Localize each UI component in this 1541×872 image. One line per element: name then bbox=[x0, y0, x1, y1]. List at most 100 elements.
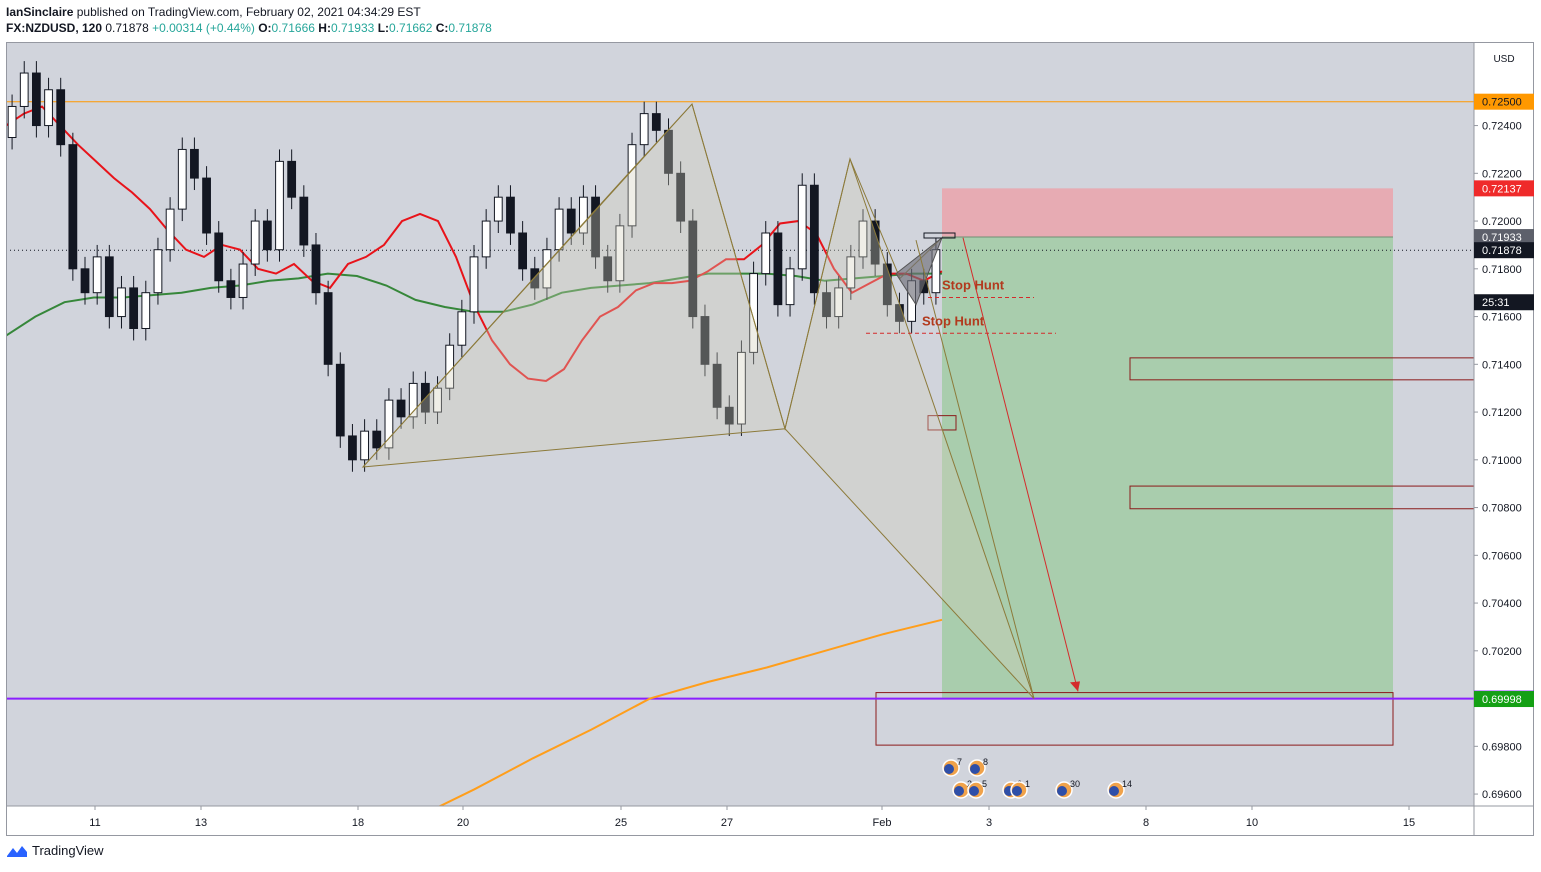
candle[interactable] bbox=[262, 209, 272, 262]
candle[interactable] bbox=[238, 252, 248, 310]
candle[interactable] bbox=[299, 185, 309, 257]
price-badge[interactable]: 0.72500 bbox=[1474, 93, 1534, 110]
zone-box-3[interactable] bbox=[875, 692, 1394, 746]
candle[interactable] bbox=[457, 299, 467, 358]
price-axis[interactable] bbox=[1474, 42, 1534, 836]
candle-body bbox=[809, 184, 819, 294]
candle[interactable] bbox=[749, 261, 758, 365]
y-tick-label: 0.69600 bbox=[1482, 789, 1522, 801]
candle[interactable] bbox=[530, 256, 540, 300]
candle[interactable] bbox=[226, 268, 236, 310]
event-marker[interactable]: 1 bbox=[1010, 779, 1030, 799]
time-axis[interactable] bbox=[6, 806, 1474, 836]
candle[interactable] bbox=[822, 280, 831, 329]
candle[interactable] bbox=[518, 221, 528, 281]
stop-hunt-label-2[interactable]: Stop Hunt bbox=[922, 313, 985, 328]
candle[interactable] bbox=[724, 395, 734, 436]
candle-body bbox=[177, 148, 187, 210]
brand-name[interactable]: TradingView bbox=[32, 843, 104, 858]
candle[interactable] bbox=[117, 275, 126, 329]
candle[interactable] bbox=[68, 132, 78, 281]
candle[interactable] bbox=[92, 244, 102, 305]
candle[interactable] bbox=[7, 94, 17, 150]
candle[interactable] bbox=[44, 77, 53, 138]
candle[interactable] bbox=[591, 185, 600, 269]
candle[interactable] bbox=[214, 221, 224, 293]
candle[interactable] bbox=[809, 173, 819, 305]
candle[interactable] bbox=[579, 185, 588, 245]
candle[interactable] bbox=[323, 280, 333, 377]
candle[interactable] bbox=[506, 185, 515, 245]
entry-marker[interactable] bbox=[923, 232, 956, 239]
candle[interactable] bbox=[360, 419, 369, 472]
flag-icon bbox=[970, 764, 980, 774]
candle[interactable] bbox=[348, 424, 357, 472]
price-badge[interactable]: 0.71878 bbox=[1474, 242, 1534, 259]
price-badge[interactable]: 0.69998 bbox=[1474, 691, 1534, 708]
candle[interactable] bbox=[615, 213, 625, 293]
candle[interactable] bbox=[639, 101, 649, 157]
price-chart[interactable]: Stop Hunt Stop Hunt 0.72500 0.72400 0.72200… bbox=[6, 42, 1534, 836]
candle[interactable] bbox=[785, 256, 795, 317]
candle[interactable] bbox=[493, 185, 503, 233]
candle[interactable] bbox=[651, 101, 661, 143]
ma-long-line[interactable] bbox=[415, 618, 943, 819]
candle[interactable] bbox=[761, 221, 771, 286]
candle[interactable] bbox=[287, 149, 297, 210]
stop-loss-zone[interactable] bbox=[942, 188, 1393, 238]
candle[interactable] bbox=[627, 132, 637, 238]
candle[interactable] bbox=[712, 352, 722, 420]
stop-hunt-label-1[interactable]: Stop Hunt bbox=[942, 277, 1005, 292]
candle[interactable] bbox=[177, 137, 187, 222]
projection-leg[interactable] bbox=[915, 240, 1035, 699]
target-arrow[interactable] bbox=[962, 237, 1079, 692]
take-profit-zone[interactable] bbox=[942, 237, 1393, 700]
price-badge[interactable]: 0.72137 bbox=[1474, 180, 1534, 197]
candle[interactable] bbox=[846, 244, 856, 300]
candle[interactable] bbox=[834, 275, 844, 329]
candle[interactable] bbox=[275, 149, 284, 262]
candle[interactable] bbox=[773, 221, 783, 317]
candle[interactable] bbox=[481, 209, 491, 269]
candle[interactable] bbox=[603, 244, 613, 293]
candle[interactable] bbox=[104, 244, 114, 329]
candle[interactable] bbox=[19, 61, 29, 119]
mini-pattern[interactable] bbox=[895, 236, 944, 306]
candle[interactable] bbox=[858, 209, 868, 269]
candle[interactable] bbox=[56, 77, 66, 157]
candle[interactable] bbox=[737, 340, 746, 436]
candle[interactable] bbox=[408, 371, 418, 429]
author-name[interactable]: IanSinclaire bbox=[6, 5, 74, 19]
candle-body bbox=[19, 72, 29, 107]
candle[interactable] bbox=[469, 244, 479, 324]
candle[interactable] bbox=[372, 419, 382, 460]
candle[interactable] bbox=[700, 304, 710, 377]
candle[interactable] bbox=[129, 275, 139, 341]
candle[interactable] bbox=[190, 137, 199, 191]
candle[interactable] bbox=[153, 237, 163, 305]
y-tick-label: 0.70600 bbox=[1482, 550, 1522, 562]
candle[interactable] bbox=[311, 233, 321, 305]
event-marker[interactable]: 8 bbox=[968, 757, 988, 777]
symbol-label[interactable]: FX:NZDUSD, 120 bbox=[6, 21, 103, 35]
event-marker[interactable]: 5 bbox=[967, 779, 987, 799]
candle[interactable] bbox=[335, 352, 345, 448]
event-marker[interactable]: 7 bbox=[942, 757, 962, 777]
candle[interactable] bbox=[797, 173, 807, 281]
candle[interactable] bbox=[688, 209, 698, 329]
event-marker[interactable]: 30 bbox=[1055, 779, 1080, 799]
candle[interactable] bbox=[80, 256, 90, 305]
price-badge[interactable]: 25:31 bbox=[1474, 294, 1534, 311]
candle[interactable] bbox=[882, 252, 892, 317]
candle[interactable] bbox=[384, 388, 394, 460]
candle[interactable] bbox=[676, 161, 686, 233]
candle[interactable] bbox=[141, 280, 151, 341]
candle[interactable] bbox=[165, 197, 175, 262]
candle[interactable] bbox=[31, 61, 41, 138]
candle[interactable] bbox=[250, 209, 260, 276]
candle[interactable] bbox=[202, 166, 211, 245]
tradingview-logo-icon[interactable] bbox=[6, 844, 28, 858]
candle[interactable] bbox=[396, 388, 406, 429]
event-marker[interactable]: 14 bbox=[1107, 779, 1132, 799]
price-badge[interactable]: 0.71933 bbox=[1474, 229, 1534, 246]
